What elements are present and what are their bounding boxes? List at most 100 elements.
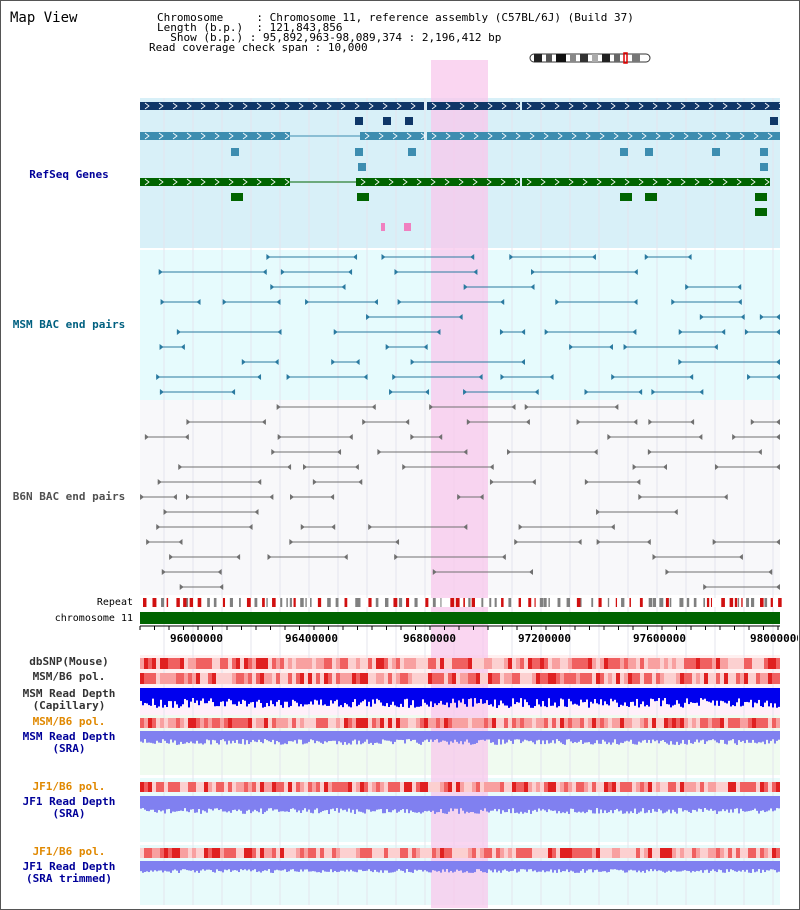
refseq-gene-green-strand-mark bbox=[374, 178, 380, 186]
jf1-pol-heat-cell bbox=[180, 782, 184, 792]
msm-sra-depth-bar bbox=[732, 731, 734, 740]
jf1-pol-heat-cell bbox=[480, 782, 484, 792]
msm-pol-sra-heat-cell bbox=[696, 718, 700, 728]
jf1-trim-depth-bar bbox=[146, 861, 148, 872]
msm-sra-depth-bar bbox=[740, 731, 742, 742]
msm-capillary-depth-bar bbox=[290, 688, 292, 706]
msm-sra-depth-bar bbox=[714, 731, 716, 741]
msm-pol-sra-heat-cell bbox=[432, 718, 436, 728]
msm-bac-track-label[interactable]: MSM BAC end pairs bbox=[12, 318, 126, 331]
msm-capillary-depth-bar bbox=[362, 688, 364, 702]
b6n-bac-end bbox=[236, 554, 241, 560]
jf1-pol-heat-cell bbox=[296, 782, 300, 792]
msm-capillary-depth-bar bbox=[700, 688, 702, 699]
msm-sra-depth-bar bbox=[568, 731, 570, 740]
jf1-pol-trim-heat-cell bbox=[372, 848, 376, 858]
jf1-pol-trim-heat-cell bbox=[292, 848, 296, 858]
jf1-sra-depth-bar bbox=[314, 796, 316, 810]
dbsnp-heat-cell bbox=[264, 658, 268, 669]
jf1-trim-depth-bar bbox=[636, 861, 638, 873]
jf1-trim-depth-bar bbox=[208, 861, 210, 870]
msm-sra-depth-bar bbox=[438, 731, 440, 743]
jf1-sra-depth-bar bbox=[556, 796, 558, 814]
msm-sra-depth-bar bbox=[626, 731, 628, 741]
jf1-pol-trim-heat-cell bbox=[380, 848, 384, 858]
b6n-bac-end bbox=[178, 539, 183, 545]
jf1-trim-depth-bar bbox=[572, 861, 574, 872]
msm-bac-end bbox=[632, 329, 637, 335]
msm-sra-depth-bar bbox=[396, 731, 398, 740]
msm-sra-depth-bar bbox=[672, 731, 674, 745]
jf1-trim-depth-bar bbox=[284, 861, 286, 870]
msm-pol-sra-heat-cell bbox=[424, 718, 428, 728]
dbsnp-heat-cell bbox=[244, 658, 248, 669]
msm-sra-depth-bar bbox=[622, 731, 624, 744]
dbsnp-heat-cell bbox=[528, 658, 532, 669]
jf1-trim-depth-bar bbox=[612, 861, 614, 870]
msm-bac-end bbox=[305, 299, 310, 305]
jf1-trim-depth-bar bbox=[608, 861, 610, 872]
jf1-sra-depth-bar bbox=[270, 796, 272, 809]
msm-pol-sra-heat-cell bbox=[140, 718, 144, 728]
msm-capillary-depth-bar bbox=[448, 688, 450, 708]
msm-capillary-depth-bar bbox=[624, 688, 626, 703]
jf1-pol-trim-heat-cell bbox=[504, 848, 508, 858]
dbsnp-heat-cell bbox=[700, 658, 704, 669]
b6n-bac-end bbox=[593, 449, 598, 455]
refseq-gene-dark-strand-mark bbox=[200, 102, 206, 110]
chromosome-ideogram[interactable] bbox=[528, 52, 652, 64]
refseq-gene-mid-strand-mark bbox=[378, 132, 384, 140]
msm-capillary-depth-bar bbox=[408, 688, 410, 708]
jf1-pol-trim-heat-cell bbox=[532, 848, 536, 858]
msm-sra-depth-bar bbox=[688, 731, 690, 740]
refseq-gene-mid-strand-mark bbox=[459, 132, 465, 140]
b6n-bac-end bbox=[257, 479, 262, 485]
msm-sra-depth-bar bbox=[400, 731, 402, 740]
dbsnp-heat-cell bbox=[504, 658, 508, 669]
msm-capillary-depth-bar bbox=[330, 688, 332, 701]
jf1-trim-depth-bar bbox=[458, 861, 460, 871]
jf1-pol-heat-cell bbox=[484, 782, 488, 792]
jf1-trim-depth-bar bbox=[226, 861, 228, 871]
jf1-trim-depth-bar bbox=[424, 861, 426, 871]
dbsnp-heat-cell bbox=[364, 658, 368, 669]
msm-pol-sra-heat-cell bbox=[232, 718, 236, 728]
b6n-bac-end bbox=[507, 449, 512, 455]
msm-pol-heat-cell bbox=[204, 673, 208, 684]
refseq-track-label[interactable]: RefSeq Genes bbox=[29, 168, 109, 181]
msm-depth-sra-line1: MSM Read Depth bbox=[22, 730, 116, 743]
jf1-trim-depth-bar bbox=[438, 861, 440, 872]
jf1-trim-depth-bar bbox=[170, 861, 172, 873]
selected-region-highlight bbox=[431, 60, 488, 908]
msm-capillary-depth-bar bbox=[648, 688, 650, 707]
msm-sra-depth-bar bbox=[344, 731, 346, 743]
refseq-gene-dark-strand-mark bbox=[214, 102, 220, 110]
jf1-pol-trim-heat-cell bbox=[468, 848, 472, 858]
jf1-sra-depth-bar bbox=[714, 796, 716, 811]
jf1-trim-depth-bar bbox=[296, 861, 298, 872]
msm-pol-heat-cell bbox=[496, 673, 500, 684]
refseq-gene-mid-exon bbox=[140, 132, 290, 140]
jf1-sra-depth-bar bbox=[660, 796, 662, 811]
b6n-bac-end bbox=[648, 419, 653, 425]
msm-pol-heat-cell bbox=[676, 673, 680, 684]
jf1-pol-heat-cell bbox=[324, 782, 328, 792]
b6n-bac-end bbox=[300, 524, 305, 530]
jf1-pol-trim-heat-cell bbox=[616, 848, 620, 858]
refseq-gene-fragment bbox=[760, 163, 768, 171]
msm-pol-sra-heat-cell bbox=[688, 718, 692, 728]
msm-bac-end bbox=[721, 329, 726, 335]
msm-pol-sra-heat-cell bbox=[468, 718, 472, 728]
jf1-pol-heat-cell bbox=[760, 782, 764, 792]
jf1-trim-depth-bar bbox=[326, 861, 328, 872]
msm-pol-sra-heat-cell bbox=[496, 718, 500, 728]
msm-pol-heat-cell bbox=[300, 673, 304, 684]
msm-sra-depth-bar bbox=[378, 731, 380, 744]
b6n-bac-track-label[interactable]: B6N BAC end pairs bbox=[12, 490, 126, 503]
msm-sra-depth-bar bbox=[206, 731, 208, 740]
msm-capillary-depth-bar bbox=[244, 688, 246, 701]
msm-pol-sra-heat-cell bbox=[524, 718, 528, 728]
msm-bac-end bbox=[241, 359, 246, 365]
dbsnp-heat-cell bbox=[636, 658, 640, 669]
